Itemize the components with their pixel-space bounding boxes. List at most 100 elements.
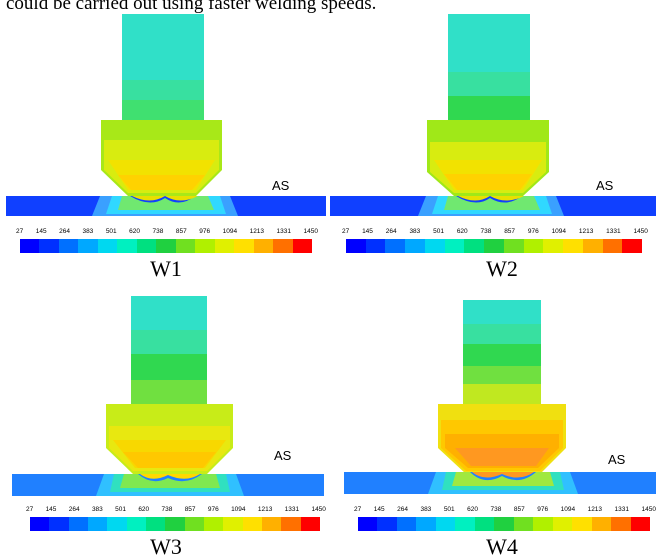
panel-w2: AS 27 145 264 383 501 620 738 857 976 10… — [330, 0, 660, 281]
colorbar-swatch — [484, 239, 504, 253]
case-label-w2: W2 — [486, 256, 518, 281]
colorbar-swatch — [464, 239, 485, 253]
temperature-contour-w3 — [12, 296, 324, 496]
scale-ticks: 27 145 264 383 501 620 738 857 976 1094 … — [354, 506, 656, 513]
scale-ticks: 27 145 264 383 501 620 738 857 976 1094 … — [16, 228, 318, 235]
tick-label: 383 — [91, 506, 103, 513]
colorbar-swatch — [292, 239, 313, 253]
temperature-contour-w2 — [330, 14, 656, 216]
colorbar-swatch — [630, 517, 651, 531]
tick-label: 857 — [513, 506, 525, 513]
tick-label: 620 — [138, 506, 150, 513]
tick-label: 27 — [354, 506, 362, 513]
colorbar-swatch — [30, 517, 50, 531]
colorbar-swatch — [107, 517, 127, 531]
colorbar-swatch — [611, 517, 631, 531]
case-label-w3: W3 — [150, 534, 182, 559]
tick-label: 620 — [129, 228, 141, 235]
scale-ticks: 27 145 264 383 501 620 738 857 976 1094 … — [26, 506, 326, 513]
tick-label: 1331 — [276, 228, 292, 235]
colorbar-swatch — [385, 239, 406, 253]
tick-label: 27 — [26, 506, 34, 513]
colorbar-swatch — [126, 517, 146, 531]
tick-label: 976 — [207, 506, 219, 513]
tick-label: 1331 — [614, 506, 630, 513]
colorbar-swatch — [87, 517, 108, 531]
tick-label: 1213 — [587, 506, 603, 513]
colorbar-swatch — [602, 239, 623, 253]
temperature-colorbar — [358, 517, 651, 531]
colorbar-swatch — [358, 517, 378, 531]
colorbar-swatch — [234, 239, 254, 253]
colorbar-swatch — [591, 517, 612, 531]
tick-label: 1450 — [303, 228, 318, 235]
tick-label: 1094 — [231, 506, 246, 513]
advancing-side-label: AS — [272, 178, 290, 193]
tick-label: 1094 — [560, 506, 576, 513]
tick-label: 264 — [397, 506, 408, 513]
tick-label: 1213 — [578, 228, 594, 235]
colorbar-swatch — [455, 517, 475, 531]
colorbar-swatch — [416, 517, 436, 531]
tick-label: 145 — [373, 506, 385, 513]
temperature-colorbar — [346, 239, 643, 253]
panel-w1: AS 27 145 264 383 501 620 738 857 976 10… — [0, 0, 330, 281]
tick-label: 738 — [490, 506, 502, 513]
colorbar-swatch — [68, 517, 88, 531]
panel-w4: AS 27 145 264 383 501 620 738 857 976 10… — [330, 280, 660, 560]
colorbar-swatch — [253, 239, 274, 253]
colorbar-swatch — [97, 239, 118, 253]
colorbar-swatch — [474, 517, 495, 531]
colorbar-swatch — [165, 517, 185, 531]
tick-label: 501 — [443, 506, 455, 513]
tick-label: 857 — [504, 228, 516, 235]
tick-label: 1213 — [249, 228, 265, 235]
colorbar-swatch — [184, 517, 204, 531]
tick-label: 1213 — [257, 506, 273, 513]
tick-label: 1331 — [606, 228, 621, 235]
tick-label: 1450 — [633, 228, 648, 235]
tick-label: 501 — [115, 506, 126, 513]
tick-label: 738 — [480, 228, 492, 235]
colorbar-swatch — [405, 239, 425, 253]
colorbar-swatch — [396, 517, 417, 531]
case-label-w1: W1 — [150, 256, 182, 281]
temperature-contour-w4 — [344, 300, 656, 494]
colorbar-swatch — [203, 517, 224, 531]
tick-label: 976 — [527, 228, 539, 235]
tick-label: 738 — [161, 506, 173, 513]
colorbar-swatch — [242, 517, 262, 531]
tick-label: 383 — [409, 228, 421, 235]
colorbar-swatch — [273, 239, 293, 253]
colorbar-swatch — [214, 239, 235, 253]
colorbar-swatch — [49, 517, 69, 531]
caption-fragment: could be carried out using faster weldin… — [6, 0, 377, 14]
colorbar-swatch — [175, 239, 196, 253]
advancing-side-label: AS — [274, 448, 292, 463]
tick-label: 27 — [342, 228, 350, 235]
tick-label: 1450 — [641, 506, 656, 513]
colorbar-swatch — [424, 239, 445, 253]
colorbar-swatch — [20, 239, 40, 253]
colorbar-swatch — [39, 239, 59, 253]
colorbar-swatch — [223, 517, 243, 531]
colorbar-swatch — [78, 239, 98, 253]
colorbar-swatch — [136, 239, 157, 253]
tick-label: 738 — [152, 228, 164, 235]
tick-label: 1450 — [311, 506, 326, 513]
tick-label: 1331 — [284, 506, 300, 513]
colorbar-swatch — [533, 517, 553, 531]
colorbar-swatch — [365, 239, 386, 253]
temperature-colorbar — [20, 239, 313, 253]
colorbar-swatch — [435, 517, 456, 531]
tick-label: 264 — [68, 506, 80, 513]
tick-label: 976 — [199, 228, 211, 235]
tick-label: 1094 — [222, 228, 238, 235]
colorbar-swatch — [300, 517, 320, 531]
tick-label: 857 — [184, 506, 196, 513]
colorbar-swatch — [444, 239, 465, 253]
colorbar-swatch — [513, 517, 534, 531]
colorbar-swatch — [622, 239, 643, 253]
colorbar-swatch — [494, 517, 514, 531]
tick-label: 620 — [456, 228, 468, 235]
